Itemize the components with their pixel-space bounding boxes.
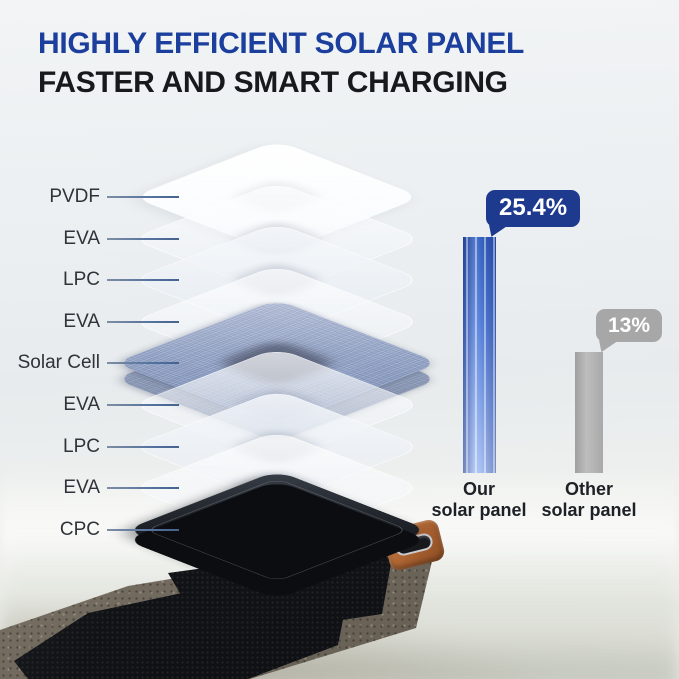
leader-line — [107, 445, 179, 448]
efficiency-bar-other — [575, 352, 603, 473]
headline-line1: HIGHLY EFFICIENT SOLAR PANEL — [38, 27, 525, 60]
headline-line2: FASTER AND SMART CHARGING — [38, 66, 508, 99]
efficiency-callout: 13% — [596, 309, 663, 343]
layer-label: EVA — [63, 477, 100, 499]
efficiency-callout: 25.4% — [486, 189, 581, 227]
bar-category-label: Our solar panel — [404, 479, 554, 521]
efficiency-bar-our — [462, 236, 496, 474]
bar-category-line: solar panel — [541, 500, 637, 520]
leader-line — [107, 196, 179, 198]
layer-label: Solar Cell — [17, 352, 100, 374]
leader-line — [107, 487, 179, 490]
layer-label: LPC — [63, 269, 100, 291]
bar-category-label: Other solar panel — [514, 479, 664, 521]
leader-line — [107, 279, 179, 282]
layer-label: PVDF — [49, 186, 100, 207]
layer-label: CPC — [59, 518, 100, 540]
layer-label: EVA — [63, 394, 100, 415]
leader-line — [107, 320, 179, 323]
leader-line — [107, 237, 179, 240]
bar-category-line: Our — [462, 479, 495, 499]
leader-line — [107, 362, 179, 365]
layer-label: LPC — [63, 435, 100, 457]
headline: HIGHLY EFFICIENT SOLAR PANEL FASTER AND … — [38, 24, 524, 102]
leader-line — [107, 528, 179, 531]
bar-category-line: Other — [564, 479, 613, 499]
leader-line — [107, 404, 179, 406]
bar-category-line: solar panel — [431, 500, 527, 520]
layer-label: EVA — [63, 310, 100, 332]
layer-label: EVA — [63, 227, 100, 249]
